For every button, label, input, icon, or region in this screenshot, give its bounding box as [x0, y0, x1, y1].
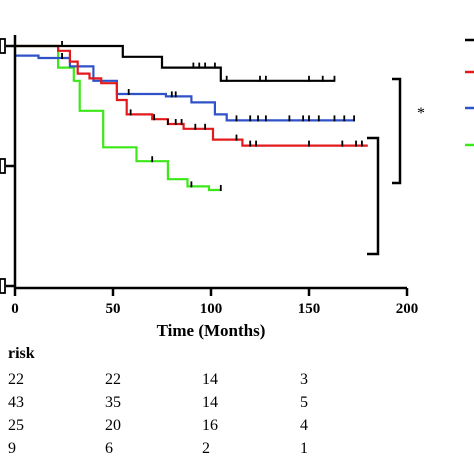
survival-curve-2	[15, 44, 368, 147]
risk-table: 22 22 14 3 43 35 14 5 25 20 16 4 9 6 2 1	[8, 371, 308, 457]
risk-cell: 14	[202, 394, 218, 411]
risk-cell: 9	[8, 440, 16, 457]
significance-brackets	[367, 77, 402, 256]
survival-curve-3	[15, 54, 355, 122]
y-tick-label-bottom-fragment	[0, 278, 6, 294]
x-tick-label: 100	[200, 301, 223, 317]
x-axis-title: Time (Months)	[157, 321, 266, 340]
x-tick-label: 150	[298, 301, 321, 317]
risk-cell: 22	[8, 371, 24, 388]
x-tick-label: 50	[106, 301, 121, 317]
significance-star: *	[417, 105, 425, 122]
risk-cell: 6	[105, 440, 113, 457]
risk-cell: 16	[202, 417, 218, 434]
risk-cell: 2	[202, 440, 210, 457]
x-tick-label: 200	[396, 301, 419, 317]
bracket-inner	[367, 136, 380, 256]
risk-cell: 35	[105, 394, 121, 411]
risk-row: 25 20 16 4	[8, 417, 308, 434]
risk-cell: 4	[300, 417, 308, 434]
risk-table-title: risk	[8, 345, 35, 362]
risk-cell: 14	[202, 371, 218, 388]
y-tick-label-top-fragment	[0, 38, 6, 54]
risk-cell: 3	[300, 371, 308, 388]
x-tick-label: 0	[11, 301, 19, 317]
plot-area	[15, 41, 368, 192]
survival-curve-1	[15, 44, 335, 82]
bracket-outer	[392, 77, 402, 185]
risk-cell: 25	[8, 417, 24, 434]
x-ticks: 0 50 100 150 200	[11, 288, 418, 317]
risk-cell: 5	[300, 394, 308, 411]
risk-cell: 1	[300, 440, 308, 457]
risk-cell: 20	[105, 417, 121, 434]
risk-row: 43 35 14 5	[8, 394, 308, 411]
risk-row: 22 22 14 3	[8, 371, 308, 388]
risk-row: 9 6 2 1	[8, 440, 308, 457]
legend	[465, 38, 474, 147]
risk-cell: 22	[105, 371, 121, 388]
risk-cell: 43	[8, 394, 24, 411]
y-tick-label-mid-fragment	[0, 158, 6, 174]
